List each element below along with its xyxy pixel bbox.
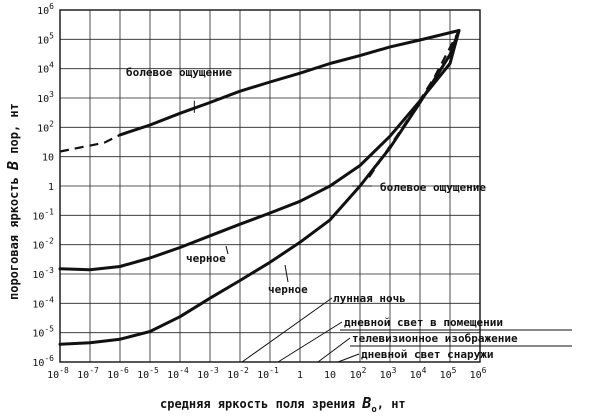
y-tick-label: 10-2	[32, 237, 54, 252]
x-tick-label: 10-6	[107, 366, 129, 381]
series-dashed-extension-1	[59, 133, 121, 153]
annotation-leader	[225, 245, 229, 255]
y-tick-label: 103	[37, 90, 54, 105]
x-tick-label: 10-4	[167, 366, 189, 381]
series-line-1	[118, 29, 461, 137]
series-dashed-extension-3	[368, 29, 460, 178]
series-line-3	[58, 29, 461, 346]
y-axis-label: пороговая яркость B пор, нт	[4, 103, 22, 300]
tick-labels: 10-8 10-7 10-6 10-5 10-4 10-3 10-2 10-1 1 10 102 10…	[32, 2, 486, 381]
x-tick-label: 10-8	[47, 366, 69, 381]
series-line-2	[58, 29, 461, 272]
annotation-leader	[317, 337, 351, 363]
x-tick-label: 10-5	[137, 366, 159, 381]
annotation-black_mid: черное	[186, 252, 226, 265]
x-tick-label: 10	[324, 370, 336, 381]
annotation-tv: телевизионное изображение	[352, 332, 518, 345]
x-tick-label: 106	[470, 366, 487, 381]
y-tick-label: 1	[48, 182, 54, 193]
annotations: болевое ощущение болевое ощущение черное че…	[126, 66, 572, 363]
y-tick-label: 10-4	[32, 295, 54, 310]
annotation-black_low: черное	[268, 283, 308, 296]
x-tick-label: 103	[380, 366, 397, 381]
y-tick-label: 10-5	[32, 325, 54, 340]
y-tick-label: 105	[37, 31, 54, 46]
grid	[59, 9, 481, 363]
x-axis-label: средняя яркость поля зрения Bо, нт	[160, 394, 406, 415]
x-tick-label: 105	[440, 366, 457, 381]
annotation-leader	[241, 297, 333, 363]
y-tick-label: 106	[37, 2, 54, 17]
y-tick-label: 10	[42, 153, 54, 164]
annotation-outdoor: дневной свет снаружи	[361, 348, 493, 361]
y-tick-label: 10-1	[32, 207, 54, 222]
x-tick-label: 104	[410, 366, 427, 381]
x-tick-label: 10-2	[227, 366, 249, 381]
annotation-pain_mid: болевое ощущение	[380, 181, 486, 194]
annotation-moon: лунная ночь	[333, 292, 406, 305]
y-tick-label: 104	[37, 61, 54, 76]
y-tick-label: 10-3	[32, 266, 54, 281]
axis-labels: средняя яркость поля зрения Bо, нт порого…	[4, 103, 406, 415]
y-tick-label: 10-6	[32, 354, 54, 369]
plot-frame	[59, 9, 481, 363]
x-tick-label: 10-7	[77, 366, 99, 381]
annotation-indoor: дневной свет в помещении	[344, 316, 503, 329]
x-tick-label: 1	[297, 370, 303, 381]
x-tick-label: 10-1	[257, 366, 279, 381]
y-tick-label: 102	[37, 119, 54, 134]
annotation-pain_top: болевое ощущение	[126, 66, 232, 79]
curves	[58, 29, 461, 346]
x-tick-label: 102	[350, 366, 367, 381]
annotation-leader	[337, 353, 360, 363]
x-tick-label: 10-3	[197, 366, 219, 381]
annotation-leader	[277, 321, 343, 363]
annotation-leader	[284, 264, 289, 283]
